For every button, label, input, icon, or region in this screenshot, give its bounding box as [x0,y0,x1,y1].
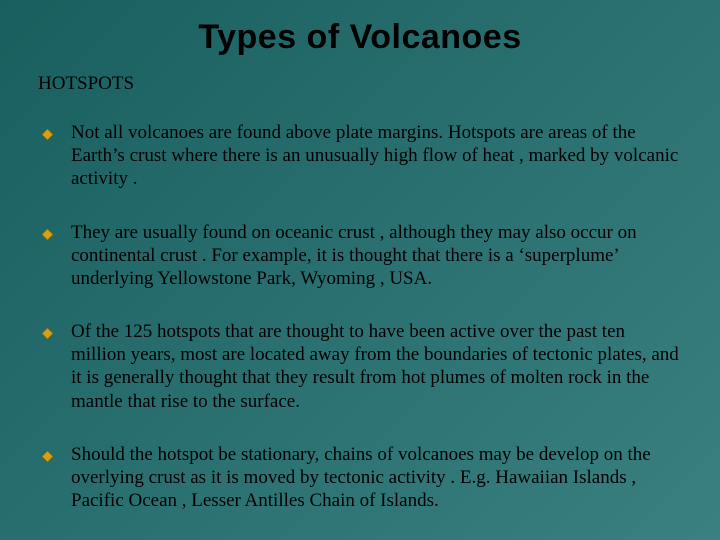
list-item: They are usually found on oceanic crust … [42,221,684,291]
diamond-bullet-icon [42,127,53,138]
bullet-list: Not all volcanoes are found above plate … [36,121,684,512]
diamond-bullet-icon [42,227,53,238]
bullet-text: Not all volcanoes are found above plate … [71,121,684,191]
bullet-text: Of the 125 hotspots that are thought to … [71,320,684,413]
list-item: Not all volcanoes are found above plate … [42,121,684,191]
list-item: Of the 125 hotspots that are thought to … [42,320,684,413]
slide-title: Types of Volcanoes [36,18,684,57]
diamond-bullet-icon [42,326,53,337]
bullet-text: Should the hotspot be stationary, chains… [71,443,684,513]
slide-subtitle: HOTSPOTS [38,73,684,95]
diamond-bullet-icon [42,449,53,460]
list-item: Should the hotspot be stationary, chains… [42,443,684,513]
bullet-text: They are usually found on oceanic crust … [71,221,684,291]
